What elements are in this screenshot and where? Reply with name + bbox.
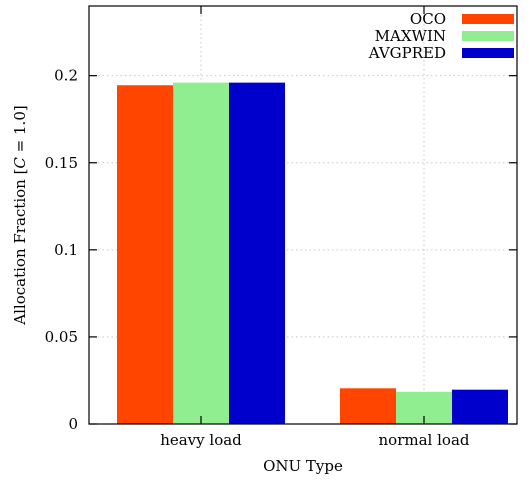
y-axis-label-prefix: Allocation Fraction [ [11,169,29,326]
y-tick-label: 0 [68,415,78,433]
y-tick-label: 0.05 [45,328,78,346]
x-tick-label: normal load [379,431,470,449]
y-tick-label: 0.15 [45,154,78,172]
y-axis-label-suffix: = 1.0] [11,105,29,157]
bar-oco-heavy-load [117,85,173,424]
legend-swatch-avgpred [462,48,514,58]
bar-avgpred-normal-load [452,389,508,424]
y-tick-label: 0.2 [54,67,78,85]
bar-maxwin-heavy-load [173,82,229,424]
legend-swatch-maxwin [462,31,514,41]
bars [117,82,508,424]
y-axis: 0 0.05 0.1 0.15 0.2 [45,67,517,433]
y-tick-label: 0.1 [54,241,78,259]
legend-label-avgpred: AVGPRED [368,44,446,62]
x-tick-label: heavy load [160,431,242,449]
grid-lines [89,6,517,424]
bar-oco-normal-load [340,388,396,424]
y-axis-label-var: C [11,157,29,169]
legend-label-maxwin: MAXWIN [375,27,446,45]
plot-frame [88,5,518,425]
legend-label-oco: OCO [410,10,446,28]
bar-avgpred-heavy-load [229,82,285,424]
x-axis: heavy load normal load [160,6,470,449]
y-axis-label: Allocation Fraction [C = 1.0] [11,105,29,325]
legend-swatch-oco [462,14,514,24]
x-axis-label: ONU Type [263,457,343,475]
